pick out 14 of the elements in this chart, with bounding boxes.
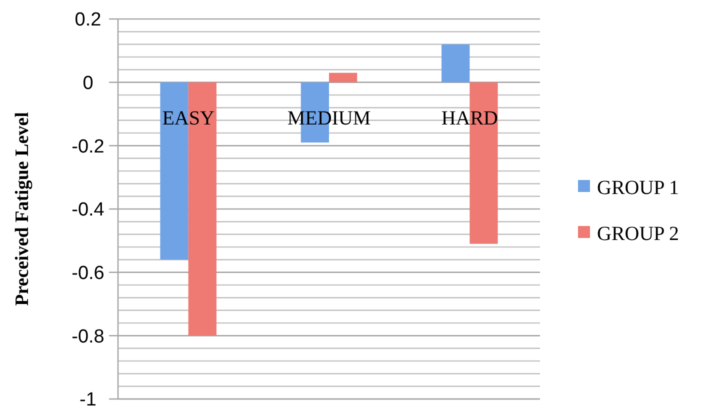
x-tick-label: HARD <box>441 107 498 130</box>
y-tick-label: -0.4 <box>72 200 105 221</box>
x-tick-label: EASY <box>162 107 214 130</box>
y-tick-label: -0.2 <box>72 136 104 158</box>
y-tick-label: -0.6 <box>72 262 104 284</box>
legend-label: GROUP 1 <box>597 177 680 199</box>
y-tick-label: -0.8 <box>72 326 104 348</box>
legend-label: GROUP 2 <box>597 223 680 245</box>
y-tick-label: -1 <box>80 390 96 411</box>
bar <box>329 72 358 82</box>
y-axis-title: Preceived Fatigue Level <box>12 112 33 306</box>
y-tick-label: 0.2 <box>74 10 102 31</box>
y-tick-label: 0 <box>82 72 94 94</box>
bar <box>442 44 470 82</box>
